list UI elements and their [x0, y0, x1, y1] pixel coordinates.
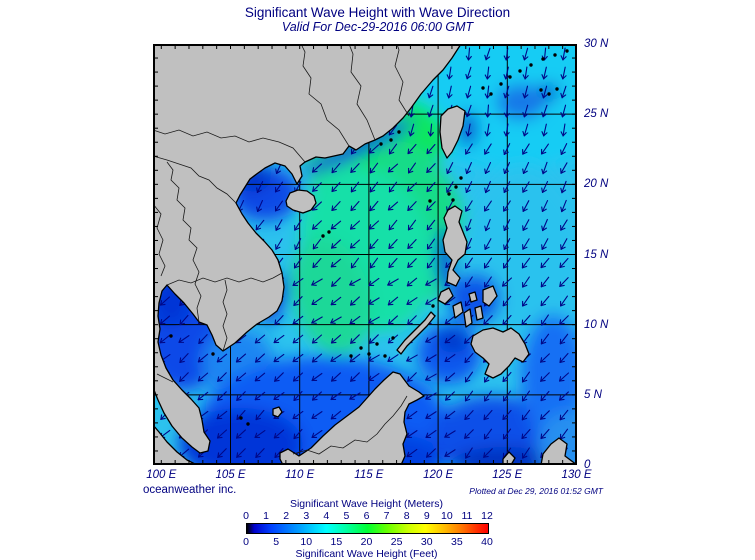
lat-label: 10 N	[584, 318, 609, 331]
legend-meter-tick: 5	[343, 510, 350, 522]
legend-meter-tick: 4	[323, 510, 330, 522]
legend-colorbar	[246, 523, 489, 534]
lon-label: 105 E	[215, 469, 246, 481]
legend-meter-tick: 7	[383, 510, 390, 522]
legend-feet-tick: 0	[243, 536, 249, 548]
lat-label: 30 N	[584, 38, 609, 50]
legend-meter-tick: 12	[481, 510, 493, 522]
legend-feet-tick: 15	[330, 536, 343, 548]
lon-label: 110 E	[285, 469, 315, 481]
legend-title-feet: Significant Wave Height (Feet)	[295, 548, 438, 560]
legend-feet-tick: 30	[420, 536, 433, 548]
lat-label: 25 N	[584, 108, 609, 121]
legend-meter-tick: 1	[263, 510, 269, 522]
wave-map	[153, 44, 577, 465]
credit-text: oceanweather inc.	[143, 484, 237, 496]
lon-label: 130 E	[561, 469, 592, 481]
chart-title: Significant Wave Height with Wave Direct…	[244, 5, 511, 20]
wave-map-svg	[153, 44, 577, 465]
legend-meter-tick: 9	[423, 510, 430, 522]
legend-feet-tick: 25	[390, 536, 403, 548]
plotted-timestamp: Plotted at Dec 29, 2016 01:52 GMT	[469, 486, 603, 496]
legend-feet-tick: 20	[360, 536, 373, 548]
legend-feet-tick: 10	[300, 536, 313, 548]
legend-feet-tick: 5	[273, 536, 280, 548]
legend-meter-tick: 2	[283, 510, 290, 522]
chart-subtitle: Valid For Dec-29-2016 06:00 GMT	[281, 20, 474, 34]
legend-feet-tick: 35	[451, 536, 463, 548]
legend-meter-tick: 8	[403, 510, 410, 522]
legend-feet-tick: 40	[481, 536, 493, 548]
legend-title-meters: Significant Wave Height (Meters)	[289, 498, 444, 510]
lat-label: 20 N	[584, 178, 609, 191]
lon-label: 100 E	[146, 469, 177, 481]
lon-label: 115 E	[354, 469, 384, 481]
legend-meter-tick: 10	[440, 510, 453, 522]
lat-label: 15 N	[584, 248, 609, 261]
lon-label: 120 E	[423, 469, 454, 481]
legend-meter-tick: 3	[303, 510, 310, 522]
lat-label: 0	[584, 459, 591, 471]
lon-label: 125 E	[492, 469, 523, 481]
lat-label: 5 N	[584, 388, 602, 401]
legend-meter-tick: 11	[461, 510, 473, 522]
legend-meter-tick: 0	[243, 510, 249, 522]
legend-meter-tick: 6	[363, 510, 370, 522]
